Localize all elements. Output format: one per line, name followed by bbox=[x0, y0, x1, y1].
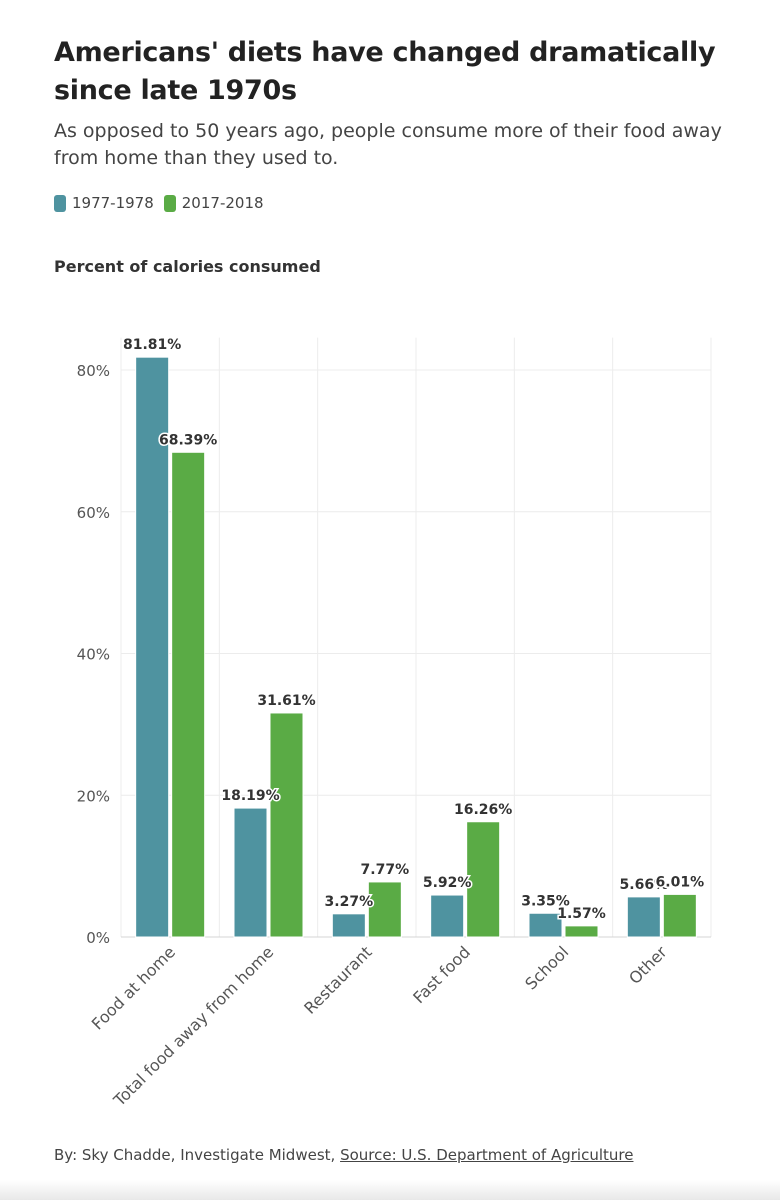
legend-swatch-1977 bbox=[54, 194, 66, 212]
x-tick-label: Other bbox=[625, 942, 671, 988]
bar-2017 bbox=[466, 821, 501, 938]
data-label: 3.35% bbox=[521, 893, 570, 909]
y-tick-label: 20% bbox=[77, 787, 110, 805]
data-label: 5.66% bbox=[620, 877, 669, 893]
data-label: 7.77% bbox=[361, 862, 410, 878]
bar-2017 bbox=[662, 893, 697, 938]
data-label: 3.27% bbox=[325, 894, 374, 910]
bar-2017 bbox=[367, 881, 402, 938]
x-tick-label: Fast food bbox=[409, 942, 474, 1007]
source-link[interactable]: Source: U.S. Department of Agriculture bbox=[340, 1146, 634, 1164]
legend-label-1977: 1977-1978 bbox=[72, 194, 154, 212]
data-label: 68.39% bbox=[159, 432, 217, 448]
legend-swatch-2017 bbox=[163, 194, 176, 212]
bar-2017 bbox=[171, 451, 206, 938]
x-tick-label: Food at home bbox=[88, 942, 179, 1033]
legend-item-1977[interactable]: 1977-1978 bbox=[54, 194, 154, 212]
data-label: 6.01% bbox=[656, 874, 705, 890]
x-tick-label: Restaurant bbox=[300, 942, 375, 1017]
bar-1977 bbox=[430, 894, 465, 938]
chart-title: Americans' diets have changed dramatical… bbox=[54, 37, 716, 106]
data-label: 81.81% bbox=[123, 337, 181, 353]
chart-legend: 1977-1978 2017-2018 bbox=[54, 194, 274, 212]
y-tick-label: 0% bbox=[86, 929, 110, 947]
data-label: 31.61% bbox=[257, 693, 315, 709]
chart-footer: By: Sky Chadde, Investigate Midwest, Sou… bbox=[54, 1146, 633, 1164]
bottom-shadow bbox=[0, 1180, 780, 1200]
x-tick-label: Total food away from home bbox=[109, 942, 277, 1110]
legend-label-2017: 2017-2018 bbox=[181, 194, 264, 212]
bar-1977 bbox=[135, 356, 170, 938]
data-label: 18.19% bbox=[221, 788, 279, 804]
bar-1977 bbox=[528, 912, 563, 938]
legend-item-2017[interactable]: 2017-2018 bbox=[163, 194, 264, 212]
y-tick-label: 80% bbox=[77, 362, 110, 380]
x-tick-label: School bbox=[521, 942, 572, 993]
bar-chart: 0% 20% 40% 60% 80% 81.81% 68.39% 18.19% 31.61% 3.… bbox=[77, 336, 712, 1111]
chart-subtitle: As opposed to 50 years ago, people consu… bbox=[54, 120, 722, 169]
data-label: 16.26% bbox=[454, 802, 512, 818]
y-tick-label: 60% bbox=[77, 504, 110, 522]
y-tick-label: 40% bbox=[77, 646, 110, 664]
bar-1977 bbox=[233, 807, 268, 938]
bar-1977 bbox=[626, 896, 661, 938]
data-label: 1.57% bbox=[557, 906, 606, 922]
y-axis-title: Percent of calories consumed bbox=[54, 257, 321, 276]
bar-2017 bbox=[269, 712, 304, 938]
bar-2017 bbox=[564, 925, 599, 938]
bar-1977 bbox=[331, 913, 366, 938]
data-label: 5.92% bbox=[423, 875, 472, 891]
byline: By: Sky Chadde, Investigate Midwest, bbox=[54, 1146, 341, 1164]
